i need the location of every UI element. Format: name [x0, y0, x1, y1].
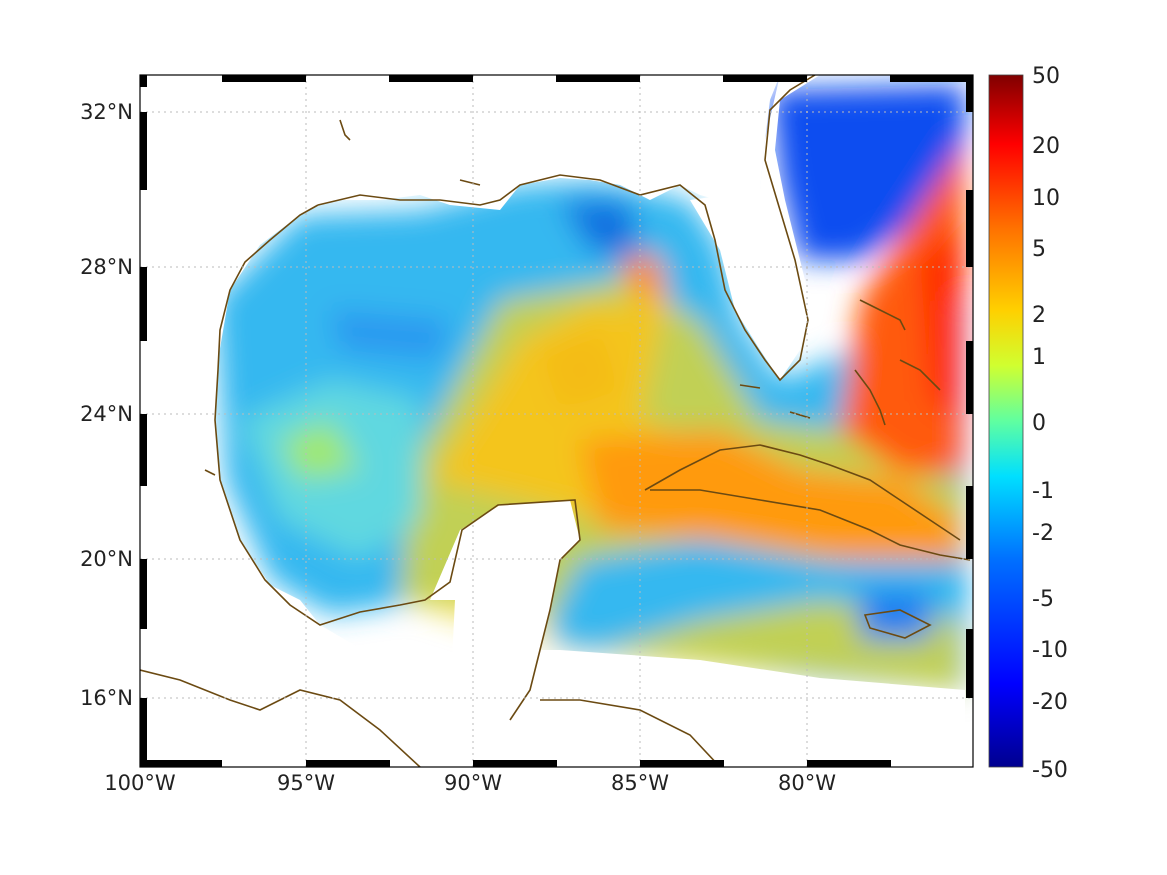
colorbar-label: 2: [1032, 303, 1046, 328]
lon-label-95: 95°W: [277, 771, 335, 795]
colorbar-label: 5: [1032, 237, 1046, 262]
coastlines: [140, 75, 971, 767]
map-frame: [139, 74, 974, 768]
data-field: [140, 75, 968, 767]
lon-label-80: 80°W: [778, 771, 836, 795]
colorbar-label: -50: [1032, 758, 1068, 783]
lon-label-85: 85°W: [611, 771, 669, 795]
lat-label-24: 24°N: [80, 402, 133, 426]
lat-label-16: 16°N: [80, 686, 133, 710]
lat-label-20: 20°N: [80, 547, 133, 571]
colorbar-label: 10: [1032, 186, 1060, 211]
colorbar-label: 50: [1032, 64, 1060, 89]
colorbar-label: 1: [1032, 345, 1046, 370]
longitude-labels: 100°W 95°W 90°W 85°W 80°W: [104, 771, 836, 795]
colorbar-label: -20: [1032, 690, 1068, 715]
colorbar-label: 0: [1032, 411, 1046, 436]
colorbar-gradient: [988, 74, 1024, 768]
colorbar-label: -5: [1032, 587, 1054, 612]
lat-label-32: 32°N: [80, 100, 133, 124]
grid-lines: [140, 75, 973, 767]
colorbar-label: 20: [1032, 134, 1060, 159]
lon-label-100: 100°W: [104, 771, 176, 795]
latitude-labels: 32°N 28°N 24°N 20°N 16°N: [80, 100, 133, 710]
colorbar-label: -10: [1032, 638, 1068, 663]
land-mask: [140, 75, 965, 767]
lat-label-28: 28°N: [80, 255, 133, 279]
colorbar-label: -1: [1032, 479, 1054, 504]
colorbar-label: -2: [1032, 521, 1054, 546]
lon-label-90: 90°W: [444, 771, 502, 795]
